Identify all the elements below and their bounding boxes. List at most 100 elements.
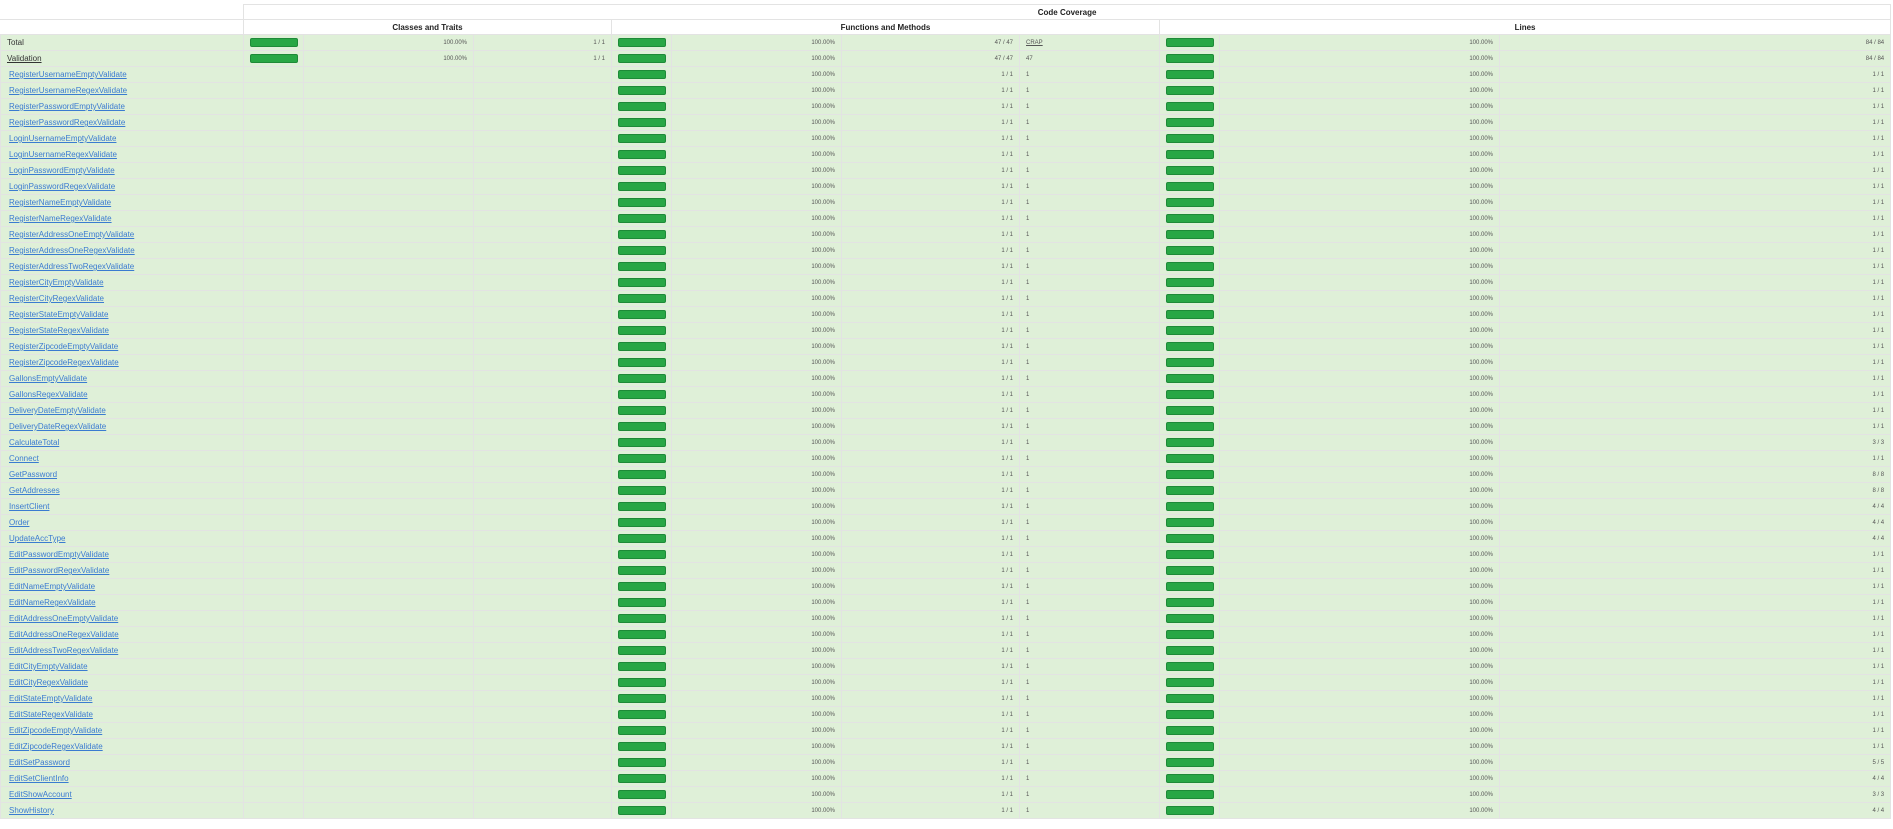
row-name[interactable]: RegisterAddressTwoRegexValidate	[0, 258, 244, 275]
method-link[interactable]: RegisterAddressOneRegexValidate	[9, 246, 135, 255]
row-name[interactable]: EditPasswordRegexValidate	[0, 562, 244, 579]
method-link[interactable]: EditPasswordEmptyValidate	[9, 550, 109, 559]
method-link[interactable]: GallonsRegexValidate	[9, 390, 88, 399]
row-name[interactable]: RegisterAddressOneEmptyValidate	[0, 226, 244, 243]
method-link[interactable]: LoginUsernameEmptyValidate	[9, 134, 117, 143]
method-link[interactable]: RegisterNameRegexValidate	[9, 214, 112, 223]
row-name[interactable]: GetPassword	[0, 466, 244, 483]
row-name[interactable]: Connect	[0, 450, 244, 467]
row-name[interactable]: EditSetPassword	[0, 754, 244, 771]
method-link[interactable]: EditPasswordRegexValidate	[9, 566, 110, 575]
method-link[interactable]: RegisterPasswordEmptyValidate	[9, 102, 125, 111]
row-name[interactable]: EditPasswordEmptyValidate	[0, 546, 244, 563]
row-name[interactable]: EditStateRegexValidate	[0, 706, 244, 723]
functions-count: 47 / 47	[841, 34, 1020, 51]
row-name[interactable]: GetAddresses	[0, 482, 244, 499]
method-link[interactable]: EditZipcodeEmptyValidate	[9, 726, 103, 735]
method-link[interactable]: LoginUsernameRegexValidate	[9, 150, 117, 159]
method-link[interactable]: EditNameEmptyValidate	[9, 582, 96, 591]
row-name[interactable]: InsertClient	[0, 498, 244, 515]
method-link[interactable]: EditShowAccount	[9, 790, 72, 799]
method-link[interactable]: EditAddressOneRegexValidate	[9, 630, 119, 639]
method-link[interactable]: CalculateTotal	[9, 438, 60, 447]
row-name[interactable]: RegisterZipcodeEmptyValidate	[0, 338, 244, 355]
method-link[interactable]: EditCityEmptyValidate	[9, 662, 88, 671]
row-name[interactable]: UpdateAccType	[0, 530, 244, 547]
row-name[interactable]: EditAddressTwoRegexValidate	[0, 642, 244, 659]
method-link[interactable]: InsertClient	[9, 502, 50, 511]
method-link[interactable]: RegisterStateRegexValidate	[9, 326, 109, 335]
row-name[interactable]: RegisterAddressOneRegexValidate	[0, 242, 244, 259]
row-name[interactable]: RegisterStateEmptyValidate	[0, 306, 244, 323]
row-name[interactable]: LoginPasswordEmptyValidate	[0, 162, 244, 179]
method-link[interactable]: Connect	[9, 454, 39, 463]
method-link[interactable]: RegisterZipcodeEmptyValidate	[9, 342, 119, 351]
method-link[interactable]: LoginPasswordRegexValidate	[9, 182, 116, 191]
row-name[interactable]: DeliveryDateEmptyValidate	[0, 402, 244, 419]
method-link[interactable]: RegisterPasswordRegexValidate	[9, 118, 126, 127]
method-link[interactable]: RegisterUsernameRegexValidate	[9, 86, 128, 95]
row-name[interactable]: RegisterPasswordRegexValidate	[0, 114, 244, 131]
method-link[interactable]: EditZipcodeRegexValidate	[9, 742, 103, 751]
method-link[interactable]: RegisterZipcodeRegexValidate	[9, 358, 119, 367]
row-name[interactable]: Order	[0, 514, 244, 531]
row-name[interactable]: EditCityEmptyValidate	[0, 658, 244, 675]
row-name[interactable]: RegisterUsernameRegexValidate	[0, 82, 244, 99]
row-name[interactable]: EditNameEmptyValidate	[0, 578, 244, 595]
coverage-bar	[1166, 278, 1214, 287]
method-link[interactable]: DeliveryDateRegexValidate	[9, 422, 107, 431]
method-link[interactable]: EditStateEmptyValidate	[9, 694, 93, 703]
row-name[interactable]: EditCityRegexValidate	[0, 674, 244, 691]
method-link[interactable]: EditSetClientInfo	[9, 774, 69, 783]
row-name[interactable]: EditSetClientInfo	[0, 770, 244, 787]
classes-empty	[243, 338, 304, 355]
row-name[interactable]: EditStateEmptyValidate	[0, 690, 244, 707]
row-name[interactable]: EditZipcodeRegexValidate	[0, 738, 244, 755]
method-link[interactable]: EditStateRegexValidate	[9, 710, 93, 719]
row-name[interactable]: LoginUsernameRegexValidate	[0, 146, 244, 163]
method-link[interactable]: RegisterNameEmptyValidate	[9, 198, 112, 207]
row-name[interactable]: EditShowAccount	[0, 786, 244, 803]
row-name[interactable]: EditZipcodeEmptyValidate	[0, 722, 244, 739]
row-name[interactable]: RegisterUsernameEmptyValidate	[0, 66, 244, 83]
row-name[interactable]: RegisterPasswordEmptyValidate	[0, 98, 244, 115]
method-link[interactable]: EditNameRegexValidate	[9, 598, 96, 607]
method-link[interactable]: Order	[9, 518, 30, 527]
row-name[interactable]: ShowHistory	[0, 802, 244, 819]
method-link[interactable]: RegisterCityRegexValidate	[9, 294, 105, 303]
row-name[interactable]: RegisterStateRegexValidate	[0, 322, 244, 339]
table-row: EditSetClientInfo 100.00% 1 / 1 1 100.00% 4 /…	[0, 770, 1892, 787]
method-link[interactable]: EditAddressOneEmptyValidate	[9, 614, 119, 623]
classes-empty	[243, 98, 304, 115]
method-link[interactable]: RegisterAddressOneEmptyValidate	[9, 230, 135, 239]
method-link[interactable]: RegisterUsernameEmptyValidate	[9, 70, 127, 79]
method-link[interactable]: GetPassword	[9, 470, 58, 479]
method-link[interactable]: GetAddresses	[9, 486, 60, 495]
method-link[interactable]: DeliveryDateEmptyValidate	[9, 406, 106, 415]
row-name[interactable]: RegisterNameEmptyValidate	[0, 194, 244, 211]
row-name[interactable]: EditNameRegexValidate	[0, 594, 244, 611]
method-link[interactable]: RegisterStateEmptyValidate	[9, 310, 109, 319]
method-link[interactable]: EditCityRegexValidate	[9, 678, 89, 687]
method-link[interactable]: RegisterCityEmptyValidate	[9, 278, 104, 287]
row-name[interactable]: GallonsRegexValidate	[0, 386, 244, 403]
table-row: GetAddresses 100.00% 1 / 1 1 100.00% 8 / 8	[0, 482, 1892, 499]
method-link[interactable]: UpdateAccType	[9, 534, 66, 543]
method-link[interactable]: EditSetPassword	[9, 758, 70, 767]
row-name[interactable]: RegisterZipcodeRegexValidate	[0, 354, 244, 371]
row-name[interactable]: LoginPasswordRegexValidate	[0, 178, 244, 195]
row-name[interactable]: EditAddressOneEmptyValidate	[0, 610, 244, 627]
row-name[interactable]: RegisterCityRegexValidate	[0, 290, 244, 307]
row-name[interactable]: LoginUsernameEmptyValidate	[0, 130, 244, 147]
method-link[interactable]: ShowHistory	[9, 806, 54, 815]
row-name[interactable]: DeliveryDateRegexValidate	[0, 418, 244, 435]
method-link[interactable]: LoginPasswordEmptyValidate	[9, 166, 115, 175]
row-name[interactable]: CalculateTotal	[0, 434, 244, 451]
row-name[interactable]: EditAddressOneRegexValidate	[0, 626, 244, 643]
method-link[interactable]: GallonsEmptyValidate	[9, 374, 88, 383]
row-name[interactable]: RegisterCityEmptyValidate	[0, 274, 244, 291]
row-name[interactable]: RegisterNameRegexValidate	[0, 210, 244, 227]
method-link[interactable]: RegisterAddressTwoRegexValidate	[9, 262, 135, 271]
method-link[interactable]: EditAddressTwoRegexValidate	[9, 646, 119, 655]
row-name[interactable]: GallonsEmptyValidate	[0, 370, 244, 387]
